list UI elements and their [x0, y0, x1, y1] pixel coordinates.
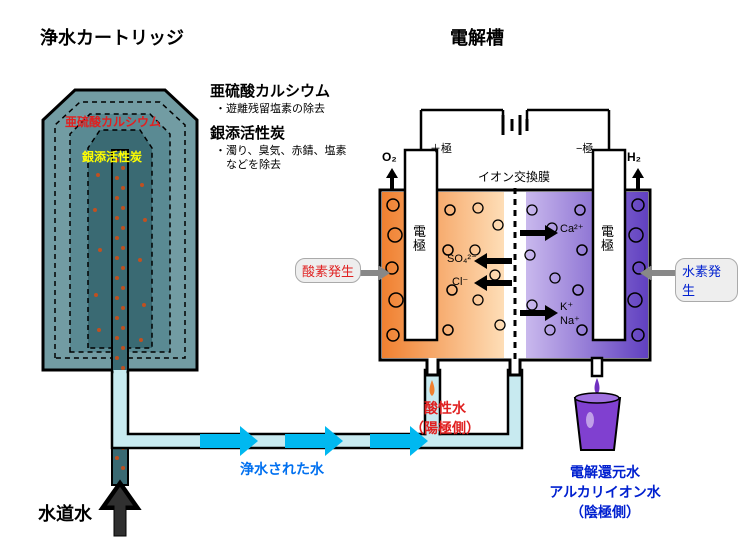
title-cartridge: 浄水カートリッジ	[40, 24, 184, 50]
ion-k: K⁺	[560, 300, 573, 313]
ion-na: Na⁺	[560, 314, 580, 327]
drop-purple	[595, 378, 600, 394]
cathode-outlet	[592, 358, 602, 376]
cup	[575, 398, 620, 450]
ion-cl: Cl⁻	[452, 275, 468, 288]
alkaline-water-label: 電解還元水 アルカリイオン水 （陰極側）	[545, 462, 665, 522]
cup-top	[575, 393, 619, 403]
anode-side-text: （陽極側）	[410, 420, 480, 436]
h2-arrow	[632, 168, 644, 190]
tapwater-label: 水道水	[38, 500, 92, 526]
alkaline-water-text: アルカリイオン水	[549, 484, 660, 500]
o2-arrow	[386, 168, 398, 190]
purified-water-label: 浄水された水	[240, 459, 324, 479]
cathode-side-text: （陰極側）	[570, 504, 640, 520]
oxygen-gen-label: 酸素発生	[295, 258, 361, 283]
electrolyzer-right-fill	[518, 192, 648, 358]
cathode-top-label: −極	[576, 140, 593, 156]
ion-so4: SO₄²⁻	[447, 252, 477, 265]
explain-calcium-title: 亜硫酸カルシウム	[210, 80, 330, 101]
pipe-join3	[114, 370, 127, 378]
o2-label: O₂	[382, 150, 397, 164]
cup-highlight	[586, 412, 594, 428]
membrane-label: イオン交換膜	[478, 168, 550, 185]
reduced-water-text: 電解還元水	[570, 464, 640, 480]
title-electrolyzer: 電解槽	[450, 24, 504, 50]
label-calcium: 亜硫酸カルシウム	[65, 113, 161, 130]
flow-arrows	[200, 426, 428, 456]
anode-top-label: ＋極	[430, 140, 452, 156]
electrolyzer-left-fill	[382, 192, 512, 358]
h2-label: H₂	[627, 150, 641, 164]
acidic-water-label: 酸性水 （陽極側）	[410, 398, 480, 438]
pipe-join2	[510, 430, 521, 438]
label-carbon: 銀添活性炭	[82, 148, 142, 165]
explain-carbon-title: 銀添活性炭	[210, 122, 285, 143]
ion-ca: Ca²⁺	[560, 222, 584, 235]
anode-electrode-label: 電極	[413, 225, 427, 254]
cathode-electrode-label: 電極	[601, 225, 615, 254]
explain-calcium-text: ・遊離残留塩素の除去	[215, 100, 325, 116]
explain-carbon-line2: などを除去	[215, 156, 281, 172]
acidic-water-text: 酸性水	[424, 400, 466, 416]
hydrogen-gen-label: 水素発生	[675, 258, 738, 302]
